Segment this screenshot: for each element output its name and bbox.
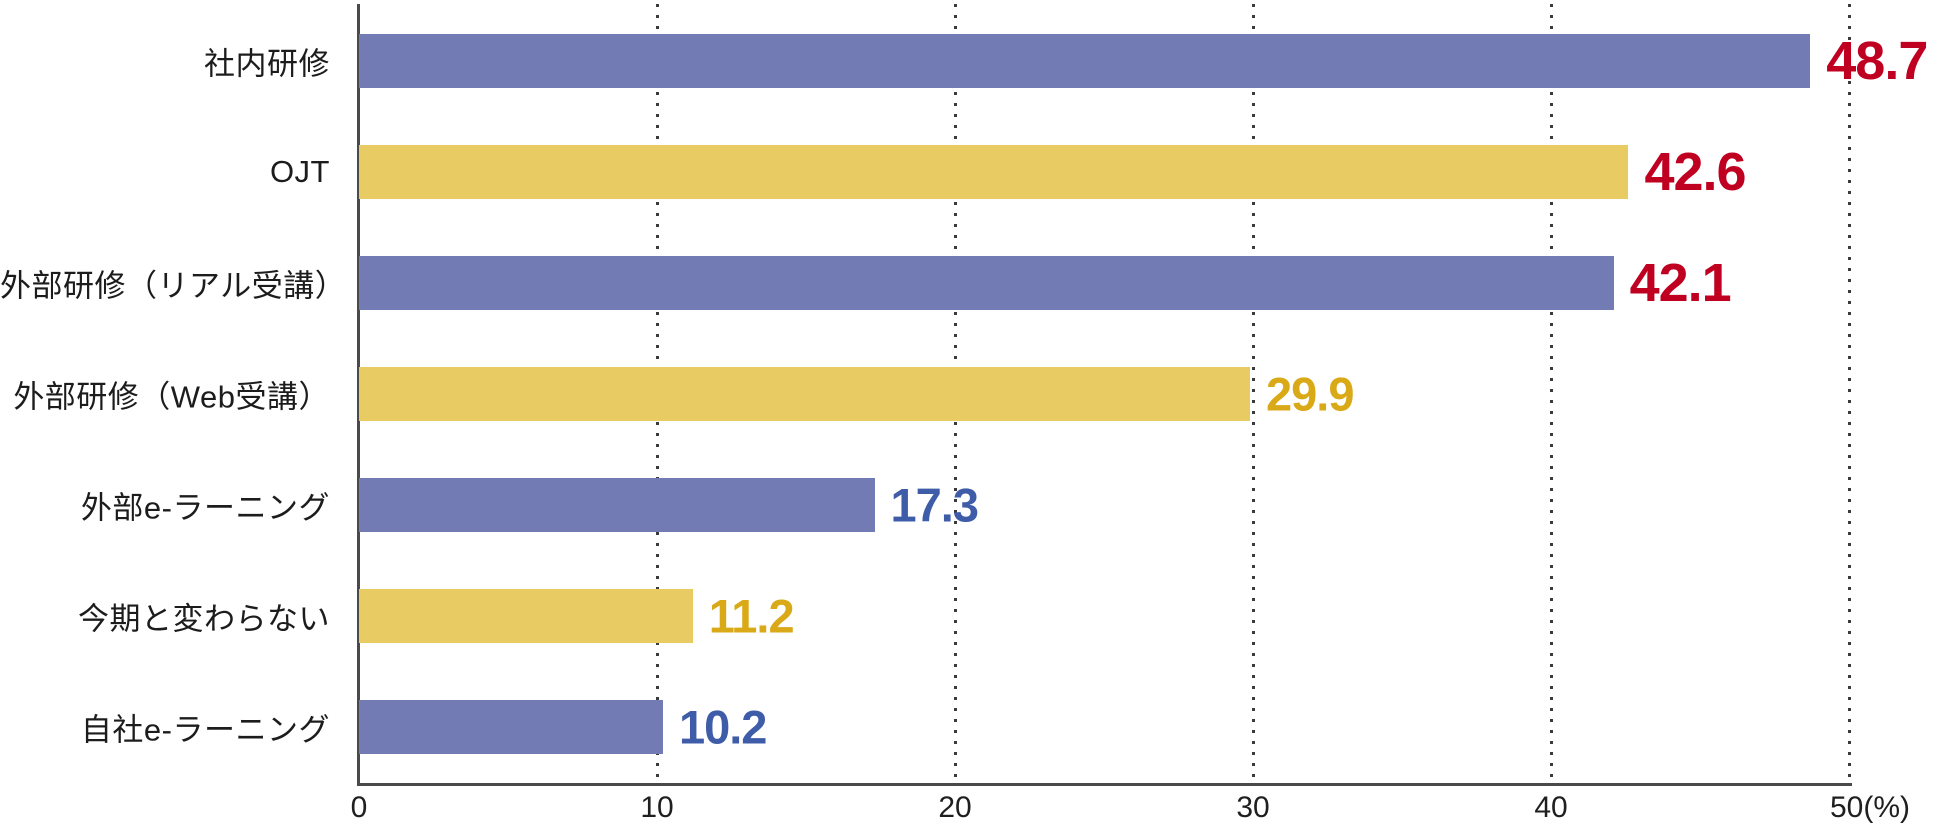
x-axis: 0 10 20 30 40 50(%) (0, 791, 1950, 827)
bar (359, 33, 1811, 88)
category-label: 外部e-ラーニング (80, 490, 330, 526)
value-label: 11.2 (708, 589, 795, 643)
value-label: 42.6 (1644, 141, 1746, 202)
x-tick-label: 40 (1534, 791, 1568, 824)
y-axis-line (357, 4, 360, 786)
x-tick-label: 20 (938, 791, 972, 824)
value-label: 42.1 (1629, 252, 1732, 313)
category-label: OJT (269, 153, 330, 189)
x-axis-unit: (%) (1863, 791, 1911, 824)
value-label: 17.3 (890, 478, 979, 532)
bar (359, 478, 875, 533)
gridline-50 (1848, 4, 1851, 783)
gridline-40 (1550, 4, 1553, 783)
value-label: 10.2 (678, 700, 767, 754)
x-tick-label: 10 (640, 791, 674, 824)
bar-rows: 社内研修 48.7 OJT 42.6 外部研修（リアル受講） 42.1 外部研修… (0, 5, 1950, 783)
bar (359, 255, 1614, 310)
x-tick-label: 0 (350, 791, 368, 824)
x-tick-label: 30 (1236, 791, 1270, 824)
category-label: 外部研修（Web受講） (13, 379, 330, 415)
chart-row: 社内研修 48.7 (0, 5, 1950, 116)
bar (359, 144, 1629, 199)
category-label: 今期と変わらない (78, 601, 330, 637)
bar (359, 589, 693, 644)
x-tick-label: 50(%) (1830, 791, 1911, 824)
value-label: 48.7 (1826, 30, 1928, 91)
chart-row: 外部研修（Web受講） 29.9 (0, 338, 1950, 449)
chart-row: 外部e-ラーニング 17.3 (0, 450, 1950, 561)
x-axis-line (357, 783, 1852, 786)
bar (359, 366, 1251, 421)
bar (359, 700, 663, 755)
value-label: 29.9 (1266, 367, 1354, 421)
category-label: 外部研修（リアル受講） (0, 268, 347, 304)
category-label: 自社e-ラーニング (80, 712, 330, 748)
chart-row: 今期と変わらない 11.2 (0, 561, 1950, 672)
chart-row: 外部研修（リアル受講） 42.1 (0, 227, 1950, 338)
chart-row: OJT 42.6 (0, 116, 1950, 227)
category-label: 社内研修 (204, 46, 330, 82)
gridline-30 (1252, 4, 1255, 783)
chart-row: 自社e-ラーニング 10.2 (0, 672, 1950, 783)
